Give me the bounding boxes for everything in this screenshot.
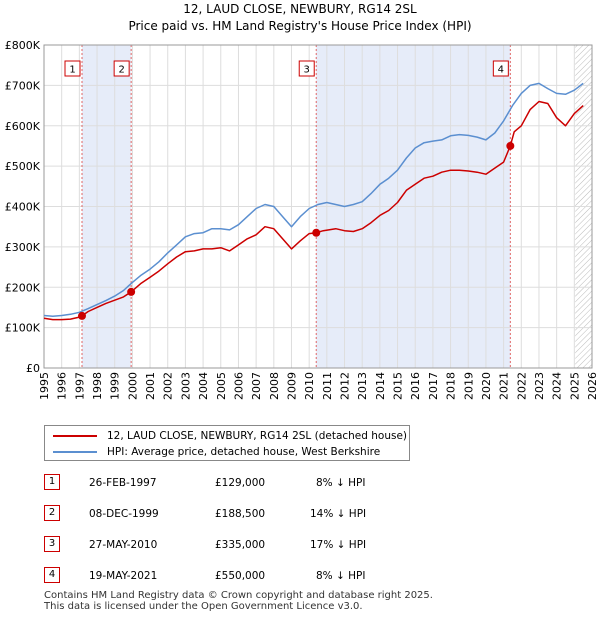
sale-number-badge: 1 xyxy=(44,474,60,490)
footer-line-2: This data is licensed under the Open Gov… xyxy=(44,601,363,612)
sale-hpi-diff: 8% ↓ HPI xyxy=(316,477,366,489)
sale-date: 19-MAY-2021 xyxy=(89,570,158,582)
sale-label-number: 3 xyxy=(304,65,310,76)
price-chart: 12, LAUD CLOSE, NEWBURY, RG14 2SL Price … xyxy=(5,2,599,400)
sale-point-dot xyxy=(506,141,515,150)
x-tick-label: 2025 xyxy=(568,372,581,400)
footer-line-1: Contains HM Land Registry data © Crown c… xyxy=(44,590,433,601)
x-tick-label: 2026 xyxy=(586,372,599,400)
x-tick-label: 2009 xyxy=(285,372,298,400)
sale-number-badge: 3 xyxy=(44,536,60,552)
chart-legend: 12, LAUD CLOSE, NEWBURY, RG14 2SL (detac… xyxy=(44,425,410,461)
y-tick-label: £200K xyxy=(5,281,41,294)
sale-point-dot xyxy=(78,311,87,320)
x-tick-label: 2019 xyxy=(462,372,475,400)
x-tick-label: 2010 xyxy=(303,372,316,400)
x-tick-label: 2013 xyxy=(356,372,369,400)
sale-label-box xyxy=(64,60,81,77)
y-tick-label: £800K xyxy=(5,39,41,52)
x-tick-label: 2005 xyxy=(215,372,228,400)
legend-label-hpi: HPI: Average price, detached house, West… xyxy=(107,446,381,458)
y-tick-label: £0 xyxy=(26,362,40,375)
sale-label-box xyxy=(113,60,130,77)
sale-label-number: 4 xyxy=(498,65,504,76)
hpi-line xyxy=(43,82,584,318)
sale-hpi-diff: 8% ↓ HPI xyxy=(316,570,366,582)
sale-date: 26-FEB-1997 xyxy=(89,477,157,489)
x-tick-label: 2002 xyxy=(162,372,175,400)
sale-label-box xyxy=(492,60,509,77)
x-tick-label: 2014 xyxy=(374,372,387,400)
y-tick-label: £600K xyxy=(5,120,41,133)
legend-item-property: 12, LAUD CLOSE, NEWBURY, RG14 2SL (detac… xyxy=(53,428,407,444)
sale-hpi-diff: 14% ↓ HPI xyxy=(310,508,367,520)
legend-label-property: 12, LAUD CLOSE, NEWBURY, RG14 2SL (detac… xyxy=(107,430,408,442)
legend-item-hpi: HPI: Average price, detached house, West… xyxy=(53,444,380,460)
footer-attribution: Contains HM Land Registry data © Crown c… xyxy=(44,590,433,612)
y-tick-label: £700K xyxy=(5,79,41,92)
sale-label-number: 2 xyxy=(118,65,124,76)
sale-date: 27-MAY-2010 xyxy=(89,539,158,551)
x-tick-label: 1999 xyxy=(109,372,122,400)
sale-label-number: 1 xyxy=(69,65,75,76)
sale-point-dot xyxy=(312,228,321,237)
chart-title: 12, LAUD CLOSE, NEWBURY, RG14 2SL xyxy=(183,2,417,16)
x-tick-label: 2004 xyxy=(197,372,210,400)
x-tick-label: 1997 xyxy=(73,372,86,400)
plot-frame xyxy=(43,44,593,369)
x-tick-label: 1996 xyxy=(56,372,69,400)
x-tick-label: 2024 xyxy=(551,372,564,400)
sale-price: £335,000 xyxy=(215,539,266,551)
x-tick-label: 2000 xyxy=(126,372,139,400)
sale-label-box xyxy=(298,60,315,77)
x-tick-label: 2021 xyxy=(498,372,511,400)
y-tick-label: £500K xyxy=(5,160,41,173)
sale-point-dot xyxy=(127,287,136,296)
x-tick-label: 2022 xyxy=(515,372,528,400)
sale-number-badge: 4 xyxy=(44,567,60,583)
x-tick-label: 2011 xyxy=(321,372,334,400)
x-tick-label: 2018 xyxy=(445,372,458,400)
legend-swatch-blue xyxy=(53,451,97,453)
sale-price: £550,000 xyxy=(215,570,266,582)
y-tick-label: £400K xyxy=(5,201,41,214)
x-tick-label: 2012 xyxy=(339,372,352,400)
sale-number-badge: 2 xyxy=(44,505,60,521)
y-tick-label: £100K xyxy=(5,322,41,335)
x-tick-label: 1995 xyxy=(38,372,51,400)
sale-hpi-diff: 17% ↓ HPI xyxy=(310,539,367,551)
sale-date: 08-DEC-1999 xyxy=(89,508,159,520)
chart-subtitle: Price paid vs. HM Land Registry's House … xyxy=(128,19,471,33)
x-tick-label: 2007 xyxy=(250,372,263,400)
x-tick-label: 2020 xyxy=(480,372,493,400)
x-tick-label: 2003 xyxy=(179,372,192,400)
y-tick-label: £300K xyxy=(5,241,41,254)
x-tick-label: 2023 xyxy=(533,372,546,400)
sale-price: £129,000 xyxy=(215,477,266,489)
x-tick-label: 2015 xyxy=(392,372,405,400)
x-tick-label: 2001 xyxy=(144,372,157,400)
x-tick-label: 2017 xyxy=(427,372,440,400)
x-tick-label: 2016 xyxy=(409,372,422,400)
legend-swatch-red xyxy=(53,435,97,437)
x-tick-label: 2008 xyxy=(268,372,281,400)
sale-price: £188,500 xyxy=(215,508,266,520)
x-tick-label: 1998 xyxy=(91,372,104,400)
x-tick-label: 2006 xyxy=(232,372,245,400)
